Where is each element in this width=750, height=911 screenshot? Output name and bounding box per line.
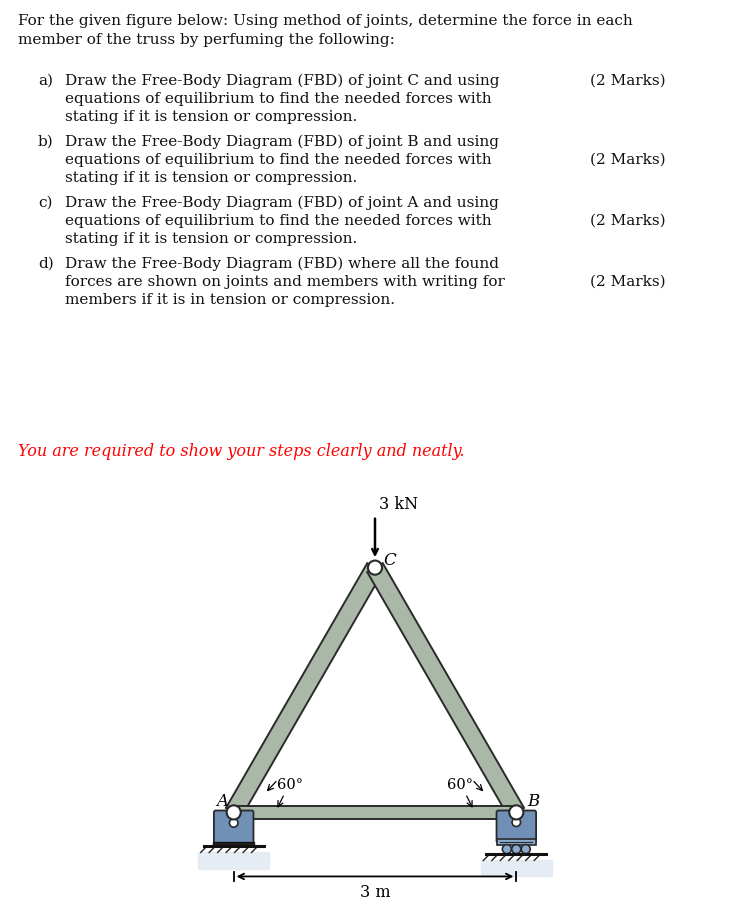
Text: Draw the Free-Body Diagram (FBD) where all the found: Draw the Free-Body Diagram (FBD) where a… [65,256,499,271]
Polygon shape [226,564,382,817]
Circle shape [509,805,524,820]
Text: 3 kN: 3 kN [379,496,418,513]
Text: c): c) [38,195,53,210]
Text: B: B [527,792,540,809]
Text: equations of equilibrium to find the needed forces with: equations of equilibrium to find the nee… [65,92,492,106]
Text: equations of equilibrium to find the needed forces with: equations of equilibrium to find the nee… [65,214,492,228]
Circle shape [368,561,382,575]
Text: Draw the Free-Body Diagram (FBD) of joint A and using: Draw the Free-Body Diagram (FBD) of join… [65,195,499,210]
Text: (2 Marks): (2 Marks) [590,153,666,167]
Text: 3 m: 3 m [360,883,390,900]
Circle shape [512,818,520,826]
Text: b): b) [38,134,54,148]
Text: equations of equilibrium to find the needed forces with: equations of equilibrium to find the nee… [65,153,492,167]
Text: a): a) [38,73,53,87]
Polygon shape [368,564,524,817]
Circle shape [521,844,530,854]
Text: (2 Marks): (2 Marks) [590,214,666,228]
Text: (2 Marks): (2 Marks) [590,275,666,289]
FancyBboxPatch shape [496,811,536,843]
Bar [496,839,536,845]
FancyBboxPatch shape [214,811,254,844]
Text: 60°: 60° [278,777,303,792]
Circle shape [230,819,238,827]
Text: (2 Marks): (2 Marks) [590,73,666,87]
Bar [213,842,254,846]
Text: 60°: 60° [447,777,472,792]
Circle shape [503,844,512,854]
Text: C: C [383,551,396,568]
Text: stating if it is tension or compression.: stating if it is tension or compression. [65,232,357,246]
Text: stating if it is tension or compression.: stating if it is tension or compression. [65,110,357,124]
Text: A: A [216,792,228,809]
Text: For the given figure below: Using method of joints, determine the force in each: For the given figure below: Using method… [18,14,633,28]
Text: You are required to show your steps clearly and neatly.: You are required to show your steps clea… [18,443,464,460]
Text: Draw the Free-Body Diagram (FBD) of joint C and using: Draw the Free-Body Diagram (FBD) of join… [65,73,500,87]
Text: member of the truss by perfuming the following:: member of the truss by perfuming the fol… [18,33,394,46]
Polygon shape [234,806,516,819]
Circle shape [226,805,241,820]
Text: forces are shown on joints and members with writing for: forces are shown on joints and members w… [65,275,505,289]
Text: d): d) [38,256,54,271]
Text: Draw the Free-Body Diagram (FBD) of joint B and using: Draw the Free-Body Diagram (FBD) of join… [65,134,499,148]
Circle shape [512,844,520,854]
Text: stating if it is tension or compression.: stating if it is tension or compression. [65,171,357,185]
Text: members if it is in tension or compression.: members if it is in tension or compressi… [65,293,395,307]
